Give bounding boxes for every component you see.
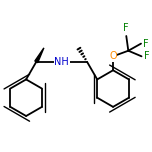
Text: NH: NH	[54, 57, 69, 67]
Text: F: F	[123, 23, 129, 33]
Polygon shape	[35, 48, 44, 63]
Text: F: F	[143, 39, 149, 49]
Text: F: F	[143, 51, 149, 61]
Text: O: O	[109, 51, 117, 61]
